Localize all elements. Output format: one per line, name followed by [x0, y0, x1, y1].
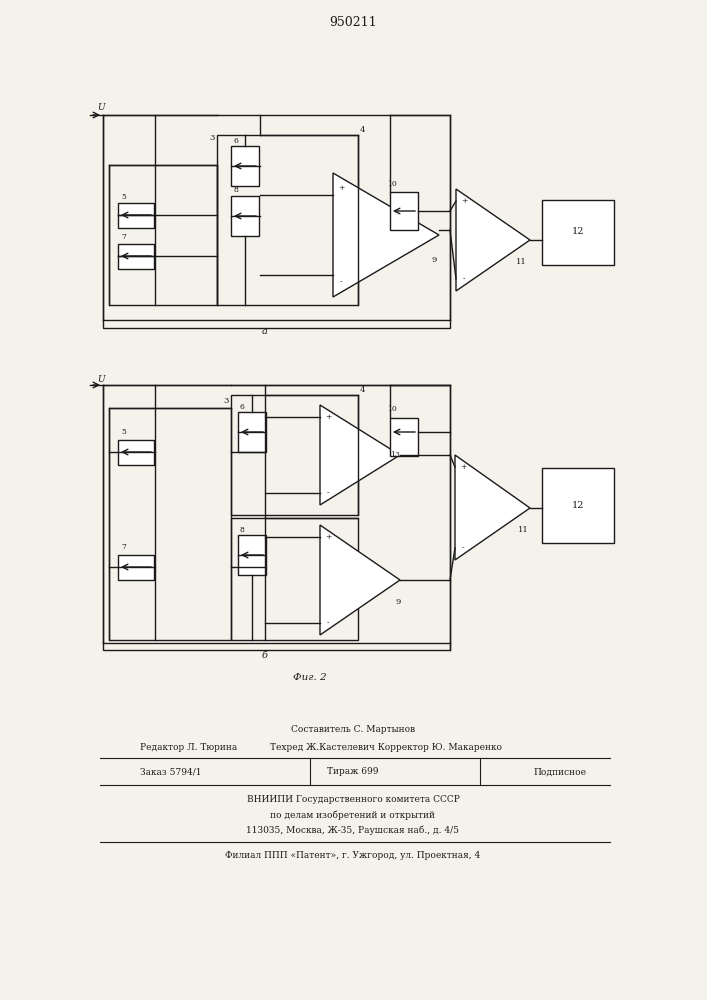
Text: -: -	[327, 619, 329, 627]
Bar	[109, 408, 231, 640]
Bar	[109, 165, 217, 305]
Text: Фиг. 2: Фиг. 2	[293, 674, 327, 682]
Bar	[238, 412, 266, 452]
Polygon shape	[333, 173, 439, 297]
Polygon shape	[455, 455, 530, 560]
Text: -: -	[339, 278, 342, 286]
Text: Филиал ППП «Патент», г. Ужгород, ул. Проектная, 4: Филиал ППП «Патент», г. Ужгород, ул. Про…	[226, 852, 481, 860]
Text: 11: 11	[516, 258, 527, 266]
Bar	[103, 385, 450, 650]
Text: 9: 9	[431, 256, 436, 264]
Text: 5: 5	[121, 193, 126, 201]
Bar	[542, 468, 614, 543]
Bar	[231, 146, 259, 186]
Text: 113035, Москва, Ж-35, Раушская наб., д. 4/5: 113035, Москва, Ж-35, Раушская наб., д. …	[247, 825, 460, 835]
Text: 11: 11	[518, 526, 529, 534]
Text: 3: 3	[223, 397, 229, 405]
Text: 4: 4	[360, 126, 366, 134]
Text: 7: 7	[121, 543, 126, 551]
Bar	[118, 244, 154, 269]
Bar	[118, 555, 154, 580]
Text: 10: 10	[387, 180, 397, 188]
Bar	[231, 395, 358, 515]
Text: 3: 3	[209, 134, 215, 142]
Text: 13: 13	[390, 451, 400, 459]
Text: Тираж 699: Тираж 699	[327, 768, 379, 776]
Text: 10: 10	[387, 405, 397, 413]
Bar	[231, 196, 259, 236]
Text: 6: 6	[233, 137, 238, 145]
Text: +: +	[338, 184, 344, 192]
Bar	[103, 115, 450, 328]
Text: +: +	[325, 413, 331, 421]
Bar	[217, 135, 358, 305]
Bar	[118, 203, 154, 228]
Text: -: -	[327, 489, 329, 497]
Polygon shape	[456, 189, 530, 291]
Polygon shape	[320, 405, 400, 505]
Text: Составитель С. Мартынов: Составитель С. Мартынов	[291, 726, 415, 734]
Text: -: -	[462, 275, 465, 283]
Bar	[231, 518, 358, 640]
Bar	[118, 440, 154, 465]
Text: 12: 12	[572, 228, 584, 236]
Text: Заказ 5794/1: Заказ 5794/1	[140, 768, 201, 776]
Text: по делам изобретений и открытий: по делам изобретений и открытий	[271, 810, 436, 820]
Text: б: б	[262, 650, 268, 660]
Bar	[238, 535, 266, 575]
Text: U: U	[97, 374, 105, 383]
Text: +: +	[460, 463, 466, 471]
Text: Редактор Л. Тюрина: Редактор Л. Тюрина	[140, 744, 238, 752]
Text: 12: 12	[572, 500, 584, 510]
Text: Техред Ж.Кастелевич Корректор Ю. Макаренко: Техред Ж.Кастелевич Корректор Ю. Макарен…	[270, 744, 502, 752]
Text: U: U	[97, 104, 105, 112]
Text: 7: 7	[121, 233, 126, 241]
Text: Подписное: Подписное	[534, 768, 587, 776]
Text: a: a	[262, 328, 268, 336]
Bar	[542, 200, 614, 265]
Text: +: +	[325, 533, 331, 541]
Polygon shape	[320, 525, 400, 635]
Bar	[390, 418, 418, 456]
Text: 9: 9	[395, 598, 400, 606]
Text: +: +	[461, 197, 467, 205]
Text: 6: 6	[240, 403, 245, 411]
Text: ВНИИПИ Государственного комитета СССР: ВНИИПИ Государственного комитета СССР	[247, 796, 460, 804]
Text: 5: 5	[121, 428, 126, 436]
Text: 8: 8	[240, 526, 245, 534]
Text: 950211: 950211	[329, 15, 377, 28]
Text: 4: 4	[360, 386, 366, 394]
Bar	[390, 192, 418, 230]
Text: -: -	[462, 544, 464, 552]
Text: 8: 8	[233, 186, 238, 194]
